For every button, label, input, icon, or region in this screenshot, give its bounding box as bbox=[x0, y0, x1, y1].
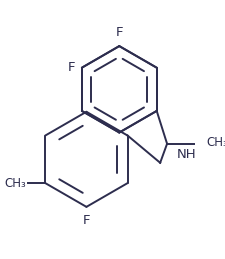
Text: NH: NH bbox=[176, 148, 195, 161]
Text: CH₃: CH₃ bbox=[205, 135, 225, 148]
Text: CH₃: CH₃ bbox=[4, 177, 26, 190]
Text: F: F bbox=[115, 26, 122, 39]
Text: F: F bbox=[82, 214, 90, 227]
Text: F: F bbox=[67, 61, 75, 74]
